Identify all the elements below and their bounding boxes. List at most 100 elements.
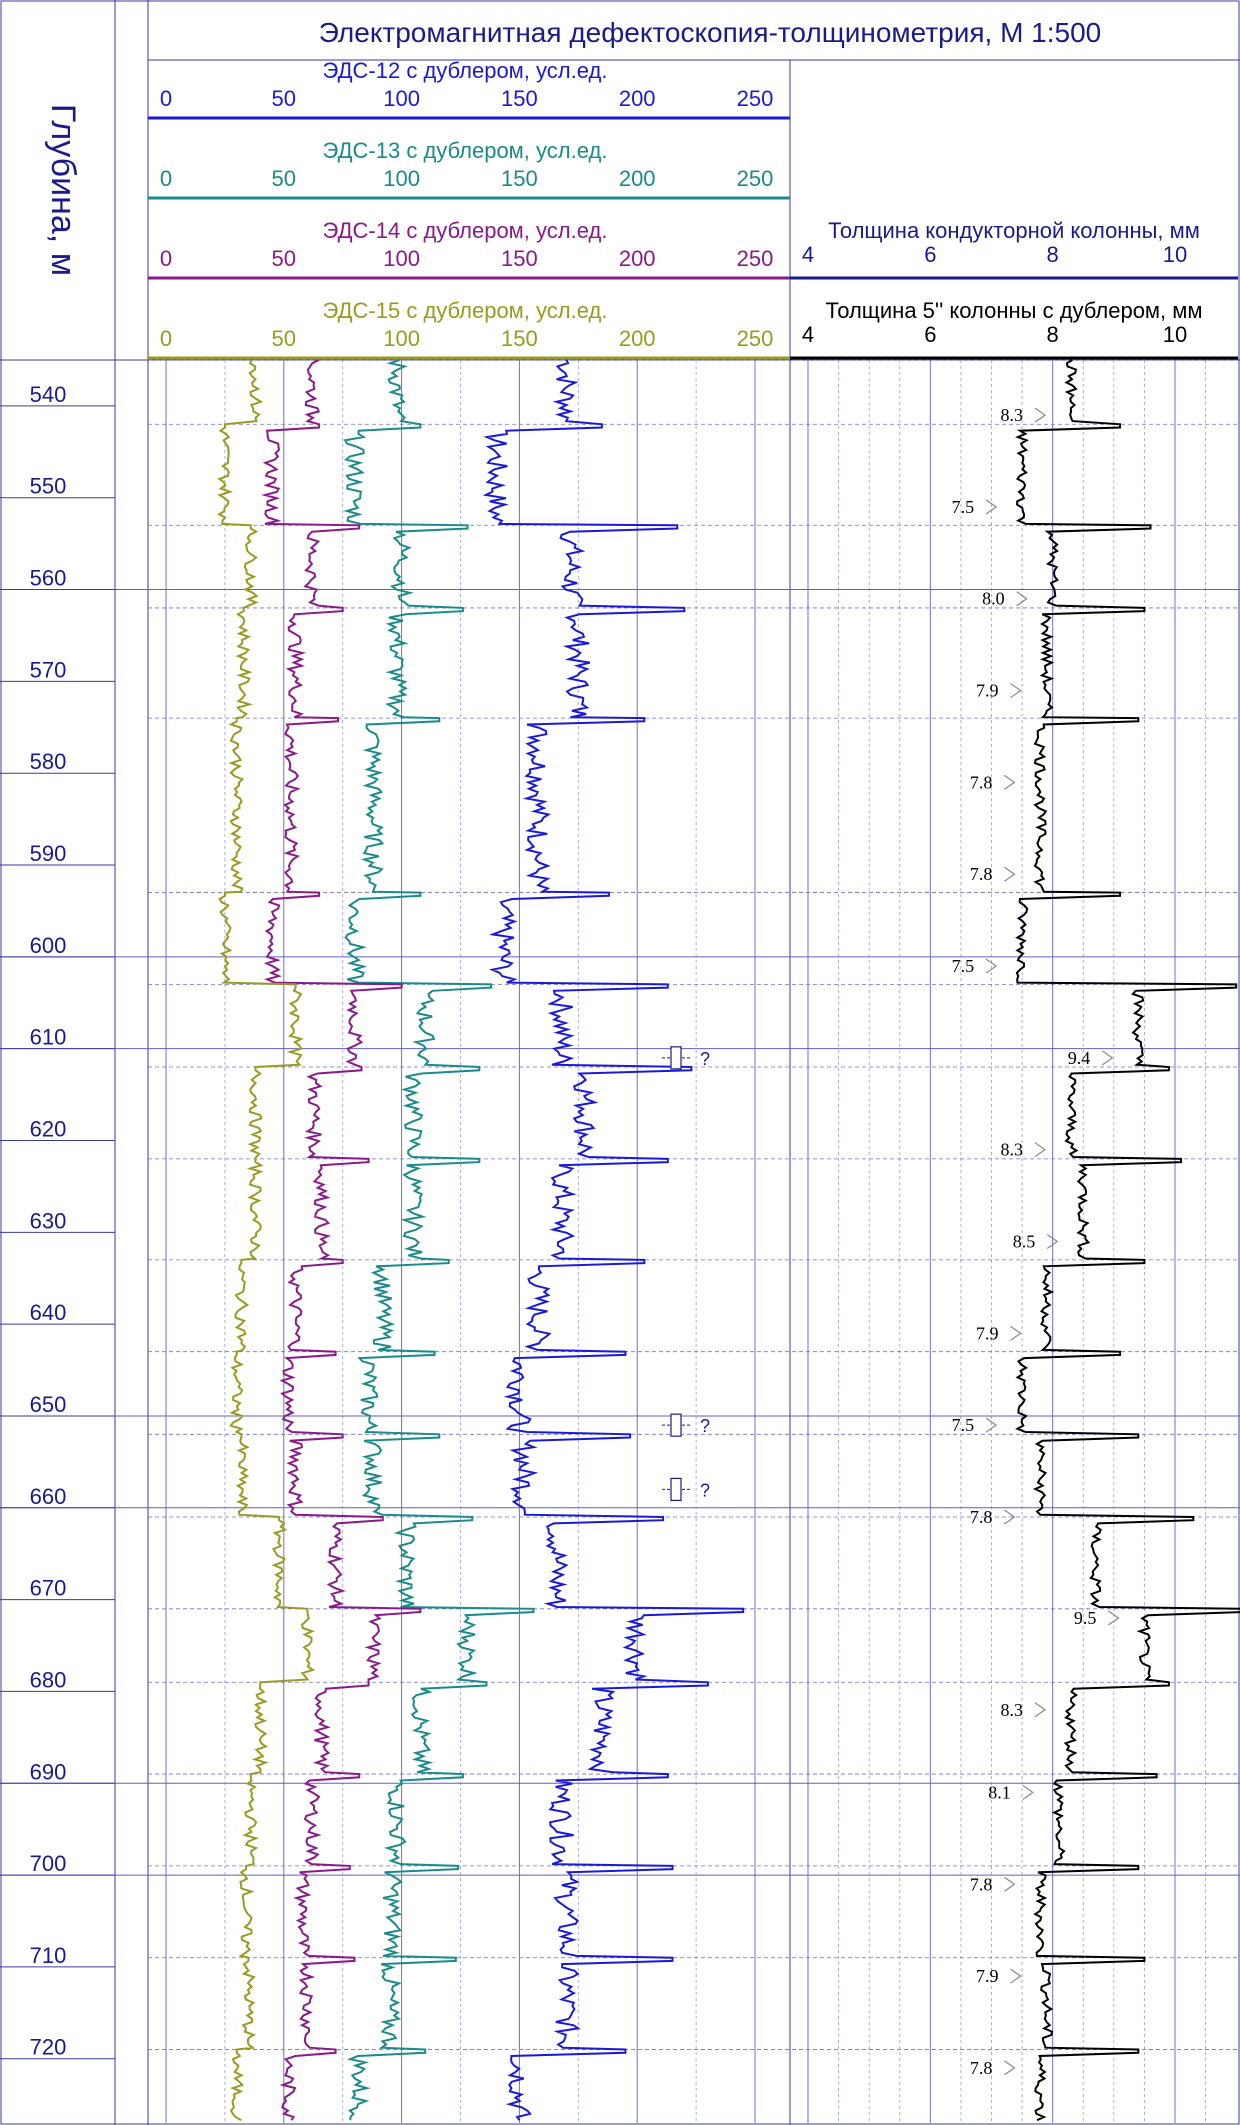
thickness-tick-label: 6 bbox=[924, 322, 936, 347]
track-tick-label: 250 bbox=[737, 246, 774, 271]
thickness-arrow bbox=[1004, 2060, 1016, 2076]
track-label-eds: ЭДС-12 с дублером, усл.ед. bbox=[323, 58, 608, 83]
chart-header: Электромагнитная дефектоскопия-толщиноме… bbox=[44, 17, 1238, 360]
track-tick-label: 0 bbox=[160, 246, 172, 271]
thickness-arrow bbox=[1046, 1234, 1059, 1249]
depth-tick-label: 590 bbox=[30, 841, 67, 866]
track-tick-label: 0 bbox=[160, 166, 172, 191]
thickness-value-label: 7.8 bbox=[970, 1507, 993, 1527]
thickness-arrow bbox=[1034, 1142, 1047, 1158]
thickness-value-label: 7.5 bbox=[952, 956, 975, 976]
thickness-arrow bbox=[1010, 1968, 1022, 1984]
depth-tick-label: 610 bbox=[30, 1025, 67, 1050]
thickness-value-label: 8.0 bbox=[982, 589, 1005, 609]
depth-tick-label: 620 bbox=[30, 1116, 67, 1141]
thickness-tick-label: 8 bbox=[1047, 242, 1059, 267]
thickness-value-label: 7.9 bbox=[976, 681, 999, 701]
thickness-value-label: 9.4 bbox=[1068, 1048, 1091, 1068]
thickness-arrow bbox=[1010, 1325, 1022, 1341]
track-tick-label: 100 bbox=[383, 166, 420, 191]
thickness-tick-label: 10 bbox=[1163, 322, 1187, 347]
track-tick-label: 100 bbox=[383, 86, 420, 111]
track-tick-label: 50 bbox=[272, 166, 296, 191]
track-tick-label: 200 bbox=[619, 246, 656, 271]
thickness-arrow bbox=[985, 1417, 998, 1433]
thickness-value-label: 7.8 bbox=[970, 1874, 993, 1894]
track-tick-label: 100 bbox=[383, 326, 420, 351]
thickness-tick-label: 4 bbox=[802, 242, 814, 267]
depth-tick-label: 580 bbox=[30, 749, 67, 774]
chart-title: Электромагнитная дефектоскопия-толщиноме… bbox=[319, 17, 1102, 48]
track-label-eds: ЭДС-13 с дублером, усл.ед. bbox=[323, 138, 608, 163]
depth-tick-label: 560 bbox=[30, 566, 67, 591]
thickness-arrow bbox=[1004, 1509, 1016, 1525]
anomaly-box bbox=[670, 1046, 682, 1070]
thickness-arrow bbox=[1004, 774, 1016, 790]
curves bbox=[217, 359, 1240, 2122]
track-tick-label: 0 bbox=[160, 326, 172, 351]
thickness-value-label: 7.9 bbox=[976, 1323, 999, 1343]
anomaly-box bbox=[670, 1477, 682, 1502]
track-tick-label: 150 bbox=[501, 246, 538, 271]
curve-eds12 bbox=[482, 359, 745, 2121]
thickness-value-label: 7.9 bbox=[976, 1966, 999, 1986]
track-tick-label: 50 bbox=[272, 246, 296, 271]
track-label-eds: ЭДС-14 с дублером, усл.ед. bbox=[323, 218, 608, 243]
thickness-tick-label: 10 bbox=[1163, 242, 1187, 267]
thickness-value-label: 7.8 bbox=[970, 772, 993, 792]
depth-tick-label: 600 bbox=[30, 933, 67, 958]
track-tick-label: 50 bbox=[272, 326, 296, 351]
track-tick-label: 50 bbox=[272, 86, 296, 111]
thickness-value-label: 7.5 bbox=[952, 497, 975, 517]
thickness-value-label: 7.5 bbox=[952, 1415, 975, 1435]
thickness-arrow bbox=[985, 958, 998, 974]
depth-tick-label: 630 bbox=[30, 1208, 67, 1233]
curve-eds15 bbox=[217, 359, 316, 2122]
thickness-arrow bbox=[1010, 683, 1022, 699]
track-tick-label: 250 bbox=[737, 86, 774, 111]
track-tick-label: 150 bbox=[501, 326, 538, 351]
thickness-arrow bbox=[985, 499, 998, 515]
track-tick-label: 200 bbox=[619, 326, 656, 351]
depth-tick-label: 550 bbox=[30, 474, 67, 499]
anomaly-question: ? bbox=[700, 1416, 710, 1436]
depth-tick-label: 660 bbox=[30, 1484, 67, 1509]
track-tick-label: 250 bbox=[737, 326, 774, 351]
track-tick-label: 200 bbox=[619, 166, 656, 191]
thickness-value-label: 8.5 bbox=[1013, 1232, 1036, 1252]
depth-tick-label: 640 bbox=[30, 1300, 67, 1325]
depth-tick-label: 680 bbox=[30, 1667, 67, 1692]
track-tick-label: 150 bbox=[501, 86, 538, 111]
anomaly-box bbox=[670, 1413, 682, 1437]
depth-tick-label: 670 bbox=[30, 1576, 67, 1601]
track-tick-label: 0 bbox=[160, 86, 172, 111]
depth-tick-label: 540 bbox=[30, 382, 67, 407]
track-label-eds: ЭДС-15 с дублером, усл.ед. bbox=[323, 298, 608, 323]
thickness-arrow bbox=[1022, 1784, 1034, 1800]
thickness-track-label: Толщина кондукторной колонны, мм bbox=[828, 218, 1200, 243]
track-tick-label: 100 bbox=[383, 246, 420, 271]
thickness-value-label: 8.1 bbox=[988, 1782, 1011, 1802]
thickness-arrow bbox=[1034, 407, 1047, 423]
thickness-tick-label: 6 bbox=[924, 242, 936, 267]
thickness-value-label: 8.3 bbox=[1001, 405, 1024, 425]
curve-thickness bbox=[1015, 359, 1240, 2122]
depth-tick-label: 690 bbox=[30, 1759, 67, 1784]
curve-eds13 bbox=[343, 359, 535, 2121]
thickness-value-label: 9.5 bbox=[1074, 1608, 1097, 1628]
thickness-arrow bbox=[1108, 1610, 1120, 1626]
thickness-value-label: 7.8 bbox=[970, 864, 993, 884]
thickness-track-label: Толщина 5'' колонны с дублером, мм bbox=[825, 298, 1202, 323]
thickness-value-label: 8.3 bbox=[1001, 1700, 1024, 1720]
depth-axis: 540 550 560 570 580 590 600 610 620 630 640 650 660 6… bbox=[0, 382, 115, 2060]
thickness-arrow bbox=[1004, 866, 1016, 882]
anomaly-question: ? bbox=[700, 1049, 710, 1069]
curve-eds14 bbox=[261, 359, 422, 2121]
thickness-arrow bbox=[1034, 1702, 1047, 1718]
depth-tick-label: 570 bbox=[30, 657, 67, 682]
marks: 8.3 7.5 8.0 7.9 7.8 7.8 7.5 9.4 8.3 8.5 7.9 7.5 7.8 9… bbox=[662, 405, 1120, 2078]
depth-tick-label: 650 bbox=[30, 1392, 67, 1417]
thickness-tick-label: 4 bbox=[802, 322, 814, 347]
